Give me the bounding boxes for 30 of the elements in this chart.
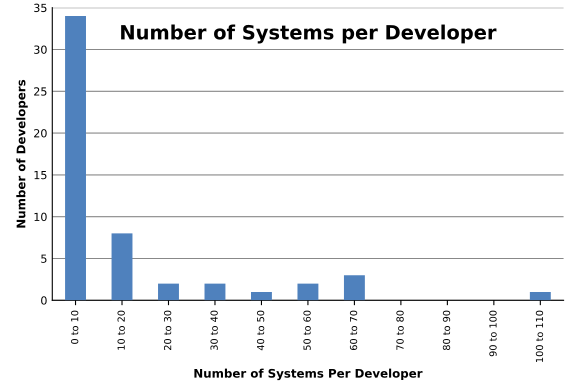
x-tick-label: 40 to 50	[256, 310, 264, 350]
x-tick-label: 30 to 40	[210, 310, 218, 350]
y-tick-label: 15	[34, 171, 46, 180]
x-tick-label: 50 to 60	[303, 310, 311, 350]
x-tick-label: 60 to 70	[350, 310, 358, 350]
bar	[297, 284, 318, 300]
y-tick-label: 30	[34, 45, 47, 54]
x-tick-label: 90 to 100	[489, 310, 497, 356]
y-tick-label: 20	[34, 129, 47, 138]
x-axis-title: Number of Systems Per Developer	[194, 368, 422, 380]
x-tick-label: 0 to 10	[70, 310, 78, 344]
y-tick-label: 0	[41, 296, 47, 305]
y-tick-label: 35	[34, 4, 46, 12]
y-tick-label: 5	[41, 254, 46, 263]
bar	[250, 292, 272, 300]
x-tick-label: 10 to 20	[117, 310, 125, 350]
y-tick-label: 10	[34, 212, 47, 222]
y-tick-label: 25	[34, 87, 46, 96]
bar	[204, 284, 226, 300]
bar	[158, 284, 179, 300]
bar	[344, 275, 365, 300]
x-tick-label: 70 to 80	[396, 310, 404, 350]
x-tick-label: 80 to 90	[442, 310, 450, 350]
bar	[112, 233, 132, 300]
y-axis-title: Number of Developers	[16, 80, 28, 228]
x-tick-label: 100 to 110	[536, 310, 544, 362]
bar	[65, 16, 86, 300]
bar	[530, 292, 551, 300]
text: Number of Systems per Developer	[121, 24, 496, 44]
x-tick-label: 20 to 30	[164, 310, 172, 350]
